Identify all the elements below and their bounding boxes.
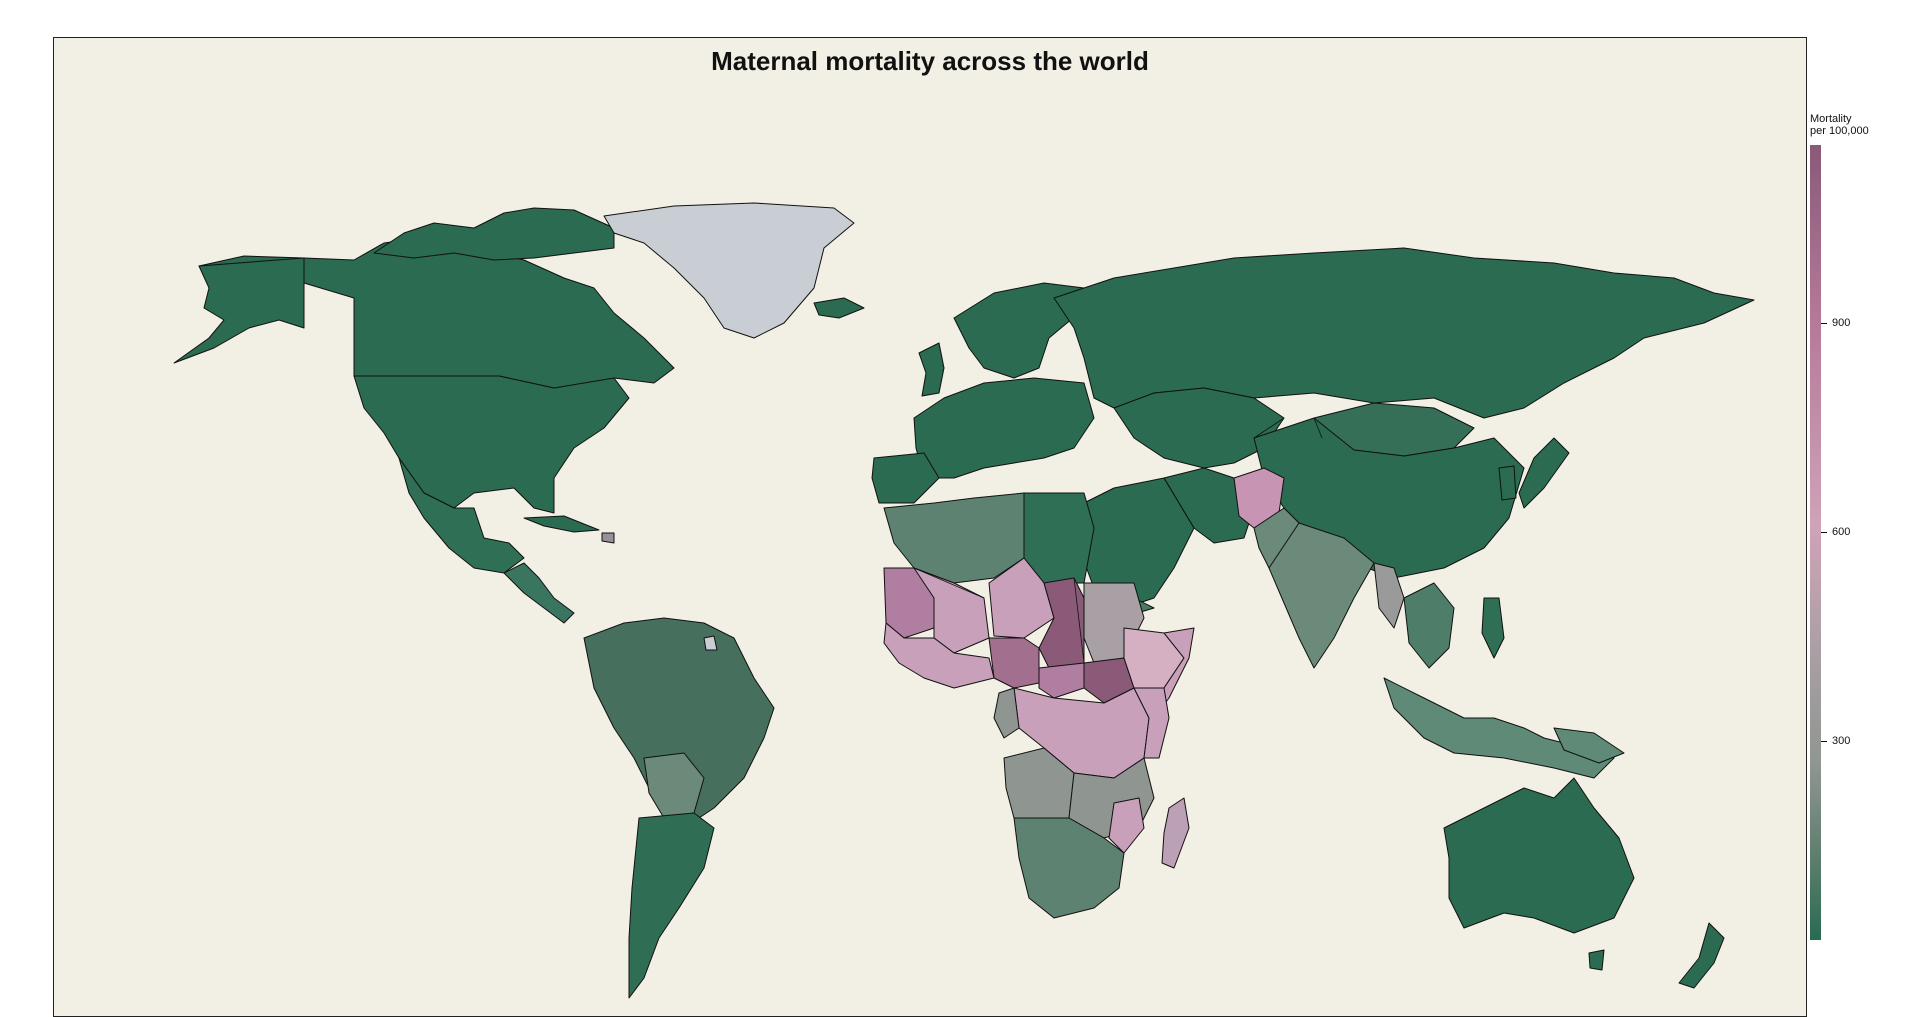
world-map bbox=[173, 202, 1755, 999]
country-nigeria bbox=[988, 637, 1040, 689]
border-lines bbox=[303, 258, 1323, 664]
color-legend: Mortality per 100,000 900 600 300 bbox=[1810, 113, 1920, 943]
region-north-africa-east bbox=[1023, 492, 1095, 584]
map-panel: Maternal mortality across the world bbox=[53, 37, 1807, 1017]
country-new-zealand bbox=[1678, 922, 1725, 989]
legend-tick-label: 900 bbox=[1832, 317, 1851, 329]
country-gabon bbox=[993, 687, 1020, 739]
legend-tick-mark bbox=[1821, 323, 1827, 324]
legend-title-line2: per 100,000 bbox=[1810, 125, 1869, 137]
country-greenland bbox=[603, 202, 855, 339]
region-southern-africa bbox=[1013, 817, 1125, 919]
region-scandinavia bbox=[953, 282, 1085, 379]
legend-tick-mark bbox=[1821, 532, 1827, 533]
region-arctic-islands bbox=[373, 207, 615, 261]
country-madagascar bbox=[1161, 797, 1190, 869]
region-indonesia bbox=[1383, 677, 1615, 779]
country-iceland bbox=[813, 297, 865, 319]
country-korea bbox=[1498, 465, 1517, 501]
legend-tick-label: 600 bbox=[1832, 526, 1851, 538]
legend-tick-mark bbox=[1821, 741, 1827, 742]
country-mexico bbox=[398, 457, 525, 574]
legend-title: Mortality per 100,000 bbox=[1810, 113, 1869, 137]
legend-tick-label: 300 bbox=[1832, 735, 1851, 747]
country-india bbox=[1268, 522, 1375, 669]
country-tasmania bbox=[1588, 949, 1605, 971]
country-mozambique bbox=[1108, 797, 1145, 854]
country-papua-new-guinea bbox=[1553, 727, 1625, 764]
region-north-africa-west bbox=[883, 492, 1025, 584]
region-southern-cone bbox=[628, 812, 715, 999]
country-central-african-republic bbox=[1038, 662, 1085, 699]
country-uk bbox=[918, 342, 945, 397]
map-title: Maternal mortality across the world bbox=[711, 46, 1149, 76]
country-guyana bbox=[703, 635, 718, 651]
region-east-africa bbox=[1133, 687, 1170, 759]
country-usa bbox=[353, 375, 630, 514]
country-japan bbox=[1518, 437, 1570, 509]
country-philippines bbox=[1481, 597, 1505, 659]
region-southeast-asia bbox=[1403, 582, 1455, 669]
country-myanmar bbox=[1373, 562, 1405, 629]
country-spain bbox=[871, 452, 940, 504]
country-cuba bbox=[523, 515, 600, 533]
region-middle-east bbox=[1073, 477, 1205, 609]
legend-color-bar bbox=[1810, 145, 1821, 940]
region-western-europe bbox=[913, 377, 1095, 479]
country-alaska bbox=[173, 257, 305, 364]
country-canada bbox=[198, 235, 675, 394]
region-central-america bbox=[503, 562, 575, 624]
region-west-africa-coast bbox=[883, 622, 995, 689]
country-mali bbox=[913, 567, 990, 654]
country-australia bbox=[1443, 777, 1635, 934]
country-haiti bbox=[601, 532, 615, 544]
legend-title-line1: Mortality bbox=[1810, 113, 1852, 125]
region-south-america-north bbox=[583, 617, 775, 829]
